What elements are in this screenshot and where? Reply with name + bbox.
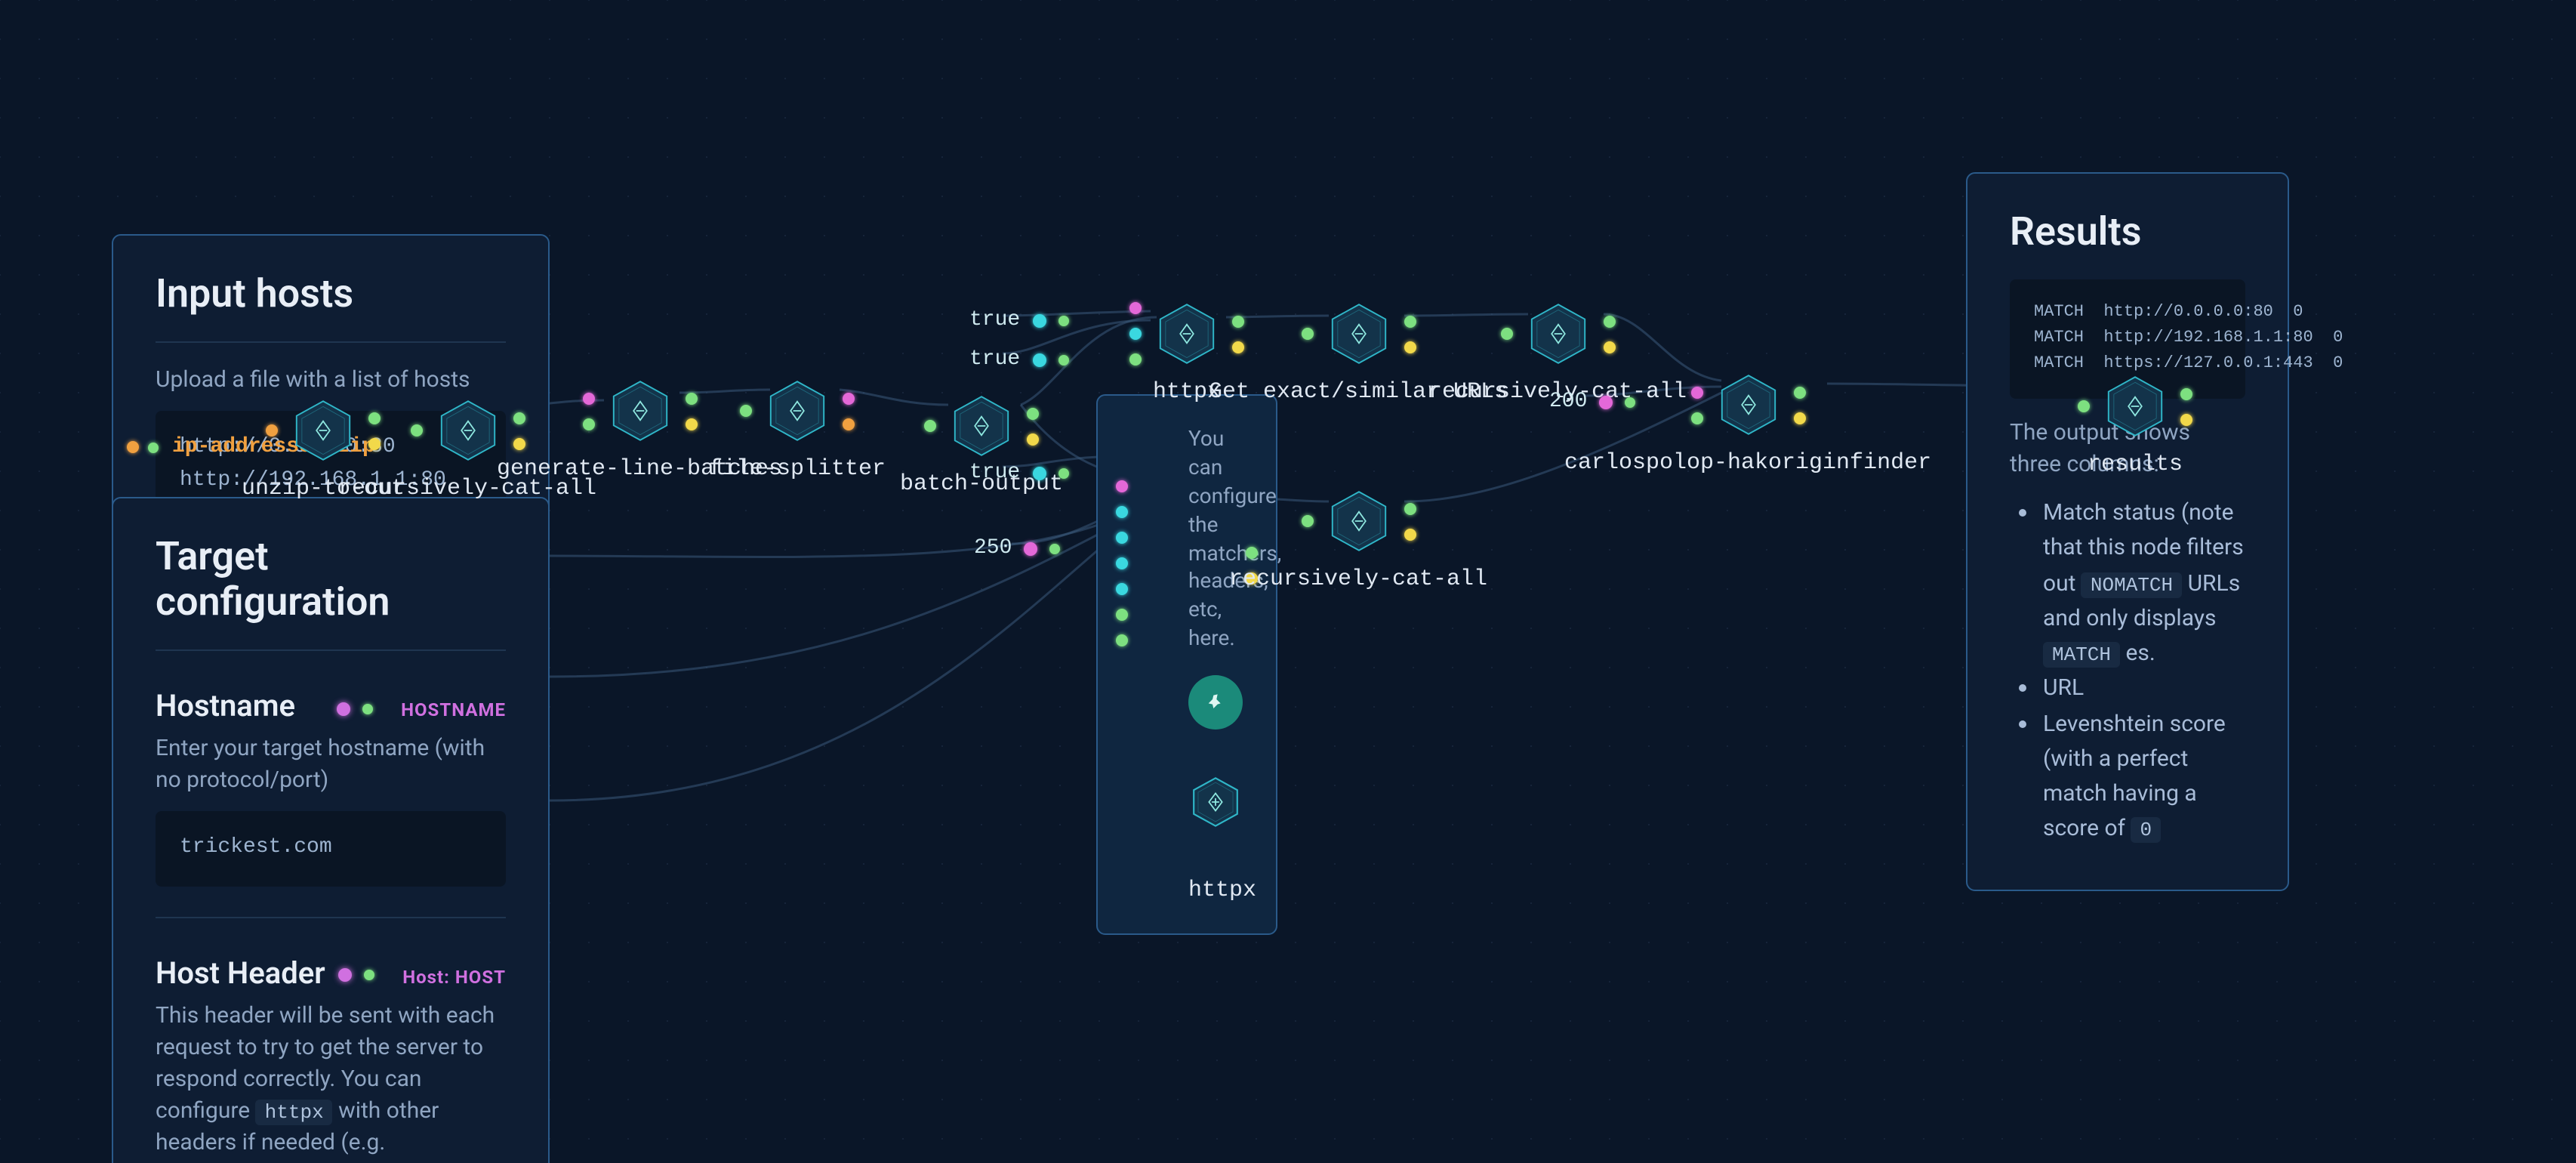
hostheader-hint-post: ): [332, 1160, 340, 1163]
node-hakorigin[interactable]: carlospolop-hakoriginfinder: [1564, 372, 1931, 476]
target-config-panel: Target configuration Hostname HOSTNAME E…: [112, 497, 550, 1163]
pin-icon: [1188, 675, 1243, 730]
hex-icon: [2102, 373, 2168, 440]
hex-icon: [434, 397, 501, 464]
hostname-tag: HOSTNAME: [401, 699, 506, 720]
hex-icon: [606, 378, 673, 444]
param-c250[interactable]: 250: [974, 536, 1060, 560]
hex-icon: [1715, 372, 1781, 438]
input-hosts-title: Input hosts: [156, 272, 506, 317]
hex-icon: [1325, 301, 1391, 367]
results-list: Match status (note that this node filter…: [2010, 495, 2245, 847]
hostname-value[interactable]: trickest.com: [156, 811, 506, 886]
node-rcat3[interactable]: recursively-cat-all: [1229, 488, 1487, 592]
node-fsplit[interactable]: file-splitter: [709, 378, 886, 482]
hex-icon: [1524, 301, 1591, 367]
hex-icon: [764, 378, 830, 444]
hostheader-label: Host Header: [156, 954, 325, 990]
results-title: Results: [2010, 210, 2245, 255]
httpx-config-label: httpx: [1188, 878, 1243, 903]
hex-icon: [1325, 488, 1391, 554]
node-label: recursively-cat-all: [1229, 566, 1487, 592]
input-hosts-hint: Upload a file with a list of hosts: [156, 364, 506, 396]
hostname-hint: Enter your target hostname (with no prot…: [156, 733, 506, 796]
node-label: results: [2088, 452, 2183, 477]
httpx-hex-icon: [1188, 742, 1243, 862]
hostname-label: Hostname: [156, 687, 295, 723]
param-true3[interactable]: true: [969, 461, 1068, 485]
hostheader-hint-code1: httpx: [256, 1099, 333, 1124]
param-c200[interactable]: 200: [1549, 390, 1635, 414]
param-true2[interactable]: true: [969, 347, 1068, 372]
httpx-config-node[interactable]: You can configure the matchers, headers,…: [1096, 394, 1277, 935]
node-resultsn[interactable]: results: [2066, 373, 2205, 477]
param-true1[interactable]: true: [969, 308, 1068, 332]
hostheader-tag: Host: HOST: [402, 966, 506, 987]
hex-icon: [948, 393, 1015, 459]
node-label: file-splitter: [709, 456, 886, 482]
results-panel: Results MATCH http://0.0.0.0:80 0 MATCH …: [1966, 172, 2289, 890]
target-config-title: Target configuration: [156, 535, 506, 625]
node-label: carlospolop-hakoriginfinder: [1564, 450, 1931, 476]
